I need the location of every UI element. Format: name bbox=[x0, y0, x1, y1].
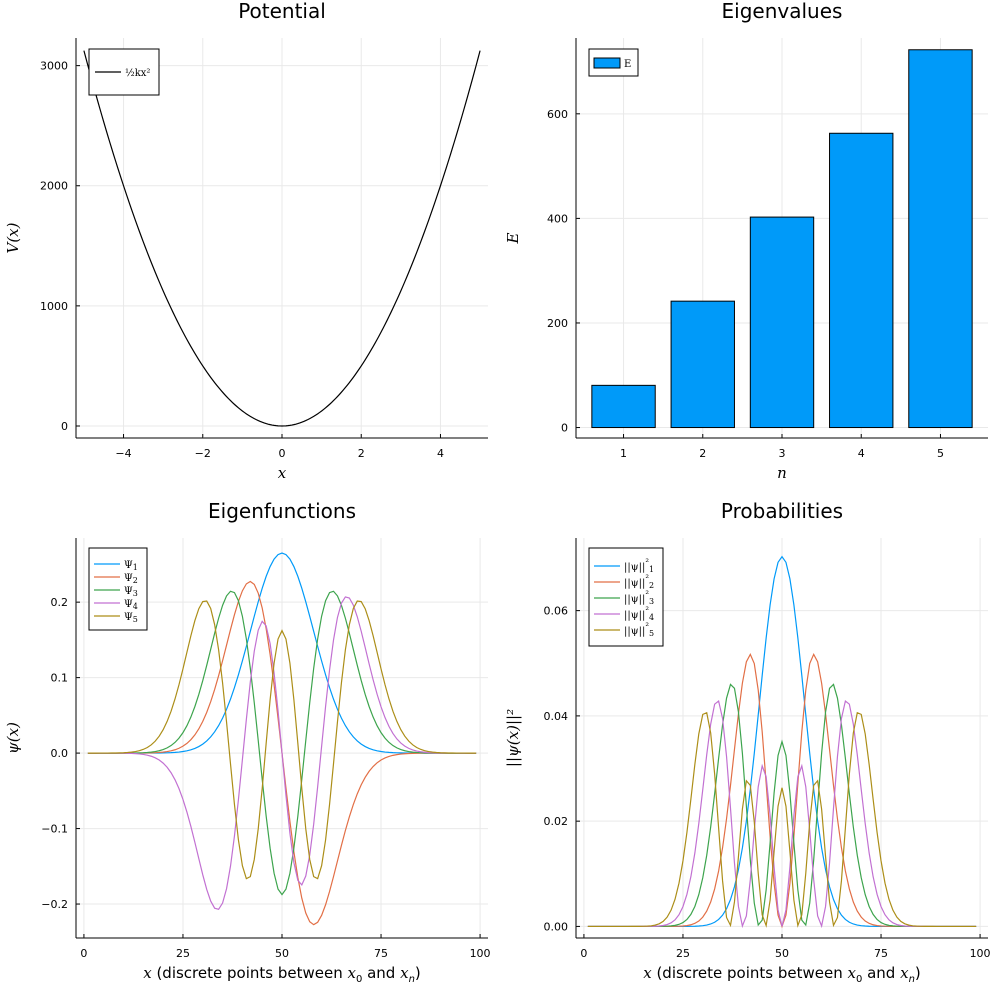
chart-potential: Potential −4 −2 0 2 4 0 1000 2000 3000 x V(x) ½kx² bbox=[4, 0, 488, 482]
legend-label: Ψ3 bbox=[124, 586, 138, 598]
x-tick-label: 2 bbox=[699, 447, 706, 460]
legend-label: Ψ5 bbox=[124, 612, 138, 624]
x-axis-label: n bbox=[777, 464, 787, 482]
x-tick-label: 2 bbox=[358, 447, 365, 460]
bar-n4 bbox=[829, 132, 894, 429]
panel-title: Eigenfunctions bbox=[208, 499, 356, 523]
series-line-psi4 bbox=[87, 596, 477, 910]
y-tick-label: 0.06 bbox=[544, 605, 569, 618]
x-tick-label: 5 bbox=[937, 447, 944, 460]
bar-n2 bbox=[670, 300, 735, 429]
chart-eigenvalues: Eigenvalues 0 200 400 600 1 2 3 4 5 n E E bbox=[504, 0, 988, 482]
legend-label: Ψ4 bbox=[124, 599, 138, 611]
panel-title: Eigenvalues bbox=[722, 0, 843, 23]
x-tick-label: 50 bbox=[775, 947, 789, 960]
y-tick-label: 3000 bbox=[40, 60, 68, 73]
legend-label: ||ψ||²5 bbox=[624, 622, 654, 638]
y-tick-label: 0.02 bbox=[544, 815, 569, 828]
y-tick-label: 0.04 bbox=[544, 710, 569, 723]
y-tick-label: 0 bbox=[61, 420, 68, 433]
x-tick-label: 25 bbox=[176, 947, 190, 960]
chart-eigenfunctions: Eigenfunctions 0 25 50 75 100 −0.2 −0.1 0.0 0.1 0.… bbox=[4, 499, 491, 985]
y-tick-label: 400 bbox=[547, 212, 568, 225]
x-tick-label: −4 bbox=[115, 447, 131, 460]
legend-label: ||ψ||²2 bbox=[624, 574, 654, 590]
bar-n1 bbox=[591, 384, 656, 429]
x-tick-label: 100 bbox=[970, 947, 991, 960]
y-tick-label: 2000 bbox=[40, 180, 68, 193]
y-axis-label: ||ψ(x)||² bbox=[504, 709, 522, 767]
legend-swatch bbox=[593, 57, 621, 69]
x-tick-label: 50 bbox=[275, 947, 289, 960]
x-tick-label: 0 bbox=[580, 947, 587, 960]
x-tick-label: 1 bbox=[620, 447, 627, 460]
y-tick-label: 200 bbox=[547, 317, 568, 330]
legend-label: ||ψ||²1 bbox=[624, 558, 654, 574]
series-line-prob5 bbox=[587, 711, 977, 928]
legend-label: ||ψ||²3 bbox=[624, 590, 654, 606]
bar-n3 bbox=[749, 216, 815, 429]
y-tick-label: 0.1 bbox=[51, 672, 69, 685]
legend-label: Ψ1 bbox=[124, 560, 138, 572]
x-tick-label: 75 bbox=[874, 947, 888, 960]
x-tick-label: 75 bbox=[374, 947, 388, 960]
bar-n5 bbox=[908, 49, 973, 429]
y-tick-label: 0.00 bbox=[544, 920, 569, 933]
x-axis-label: x (discrete points between x0 and xn) bbox=[643, 964, 921, 985]
x-tick-label: 3 bbox=[779, 447, 786, 460]
x-axis-label: x bbox=[278, 464, 287, 482]
series-line-psi5 bbox=[87, 600, 477, 880]
y-tick-label: −0.1 bbox=[41, 823, 68, 836]
x-tick-label: 4 bbox=[437, 447, 444, 460]
y-tick-label: −0.2 bbox=[41, 898, 68, 911]
x-tick-label: 0 bbox=[80, 947, 87, 960]
y-axis-label: E bbox=[504, 232, 522, 244]
legend-label: ½kx² bbox=[125, 68, 150, 79]
legend-label: E bbox=[624, 59, 631, 70]
series-line-prob4 bbox=[587, 699, 977, 929]
legend-box bbox=[88, 547, 148, 631]
y-axis-label: ψ(x) bbox=[4, 722, 22, 754]
x-tick-label: −2 bbox=[195, 447, 211, 460]
x-axis-label: x (discrete points between x0 and xn) bbox=[143, 964, 421, 985]
y-tick-label: 1000 bbox=[40, 300, 68, 313]
x-tick-label: 25 bbox=[676, 947, 690, 960]
x-tick-label: 100 bbox=[470, 947, 491, 960]
x-tick-label: 4 bbox=[858, 447, 865, 460]
y-axis-label: V(x) bbox=[4, 222, 22, 253]
y-tick-label: 0.0 bbox=[51, 747, 69, 760]
panel-title: Potential bbox=[238, 0, 326, 23]
y-tick-label: 0 bbox=[561, 422, 568, 435]
chart-probabilities: Probabilities 0 25 50 75 100 0.00 0.02 0.04 0.06 x… bbox=[504, 499, 991, 985]
y-tick-label: 0.2 bbox=[51, 596, 69, 609]
legend-label: Ψ2 bbox=[124, 573, 138, 585]
legend-label: ||ψ||²4 bbox=[624, 606, 654, 622]
series-line-potential bbox=[83, 50, 481, 427]
x-tick-label: 0 bbox=[279, 447, 286, 460]
series-line-psi3 bbox=[87, 590, 477, 896]
y-tick-label: 600 bbox=[547, 108, 568, 121]
panel-title: Probabilities bbox=[721, 499, 843, 523]
